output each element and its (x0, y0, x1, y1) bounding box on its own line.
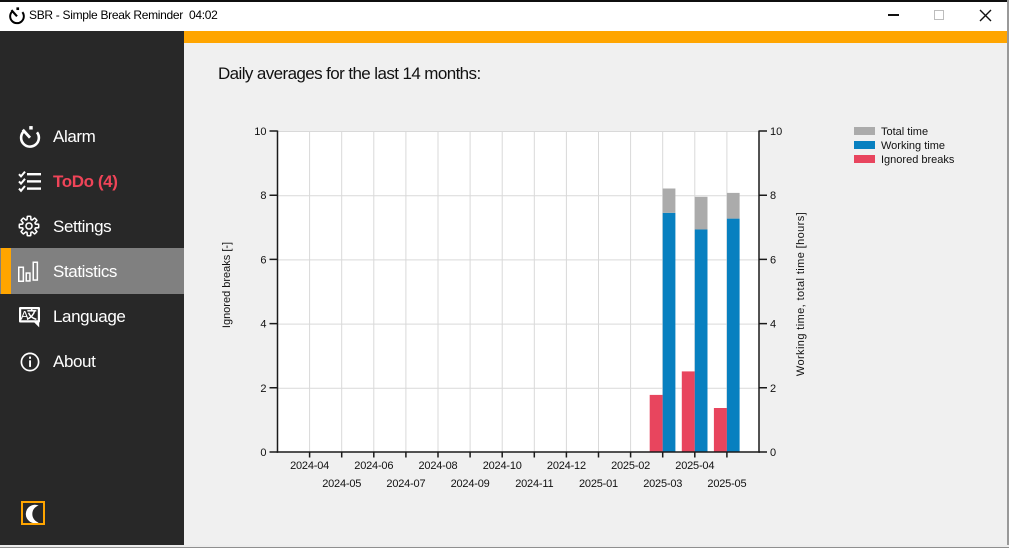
svg-text:8: 8 (260, 190, 266, 202)
svg-text:10: 10 (770, 126, 782, 138)
svg-text:8: 8 (770, 190, 776, 202)
svg-text:2024-04: 2024-04 (290, 460, 329, 472)
svg-text:2: 2 (260, 383, 266, 395)
svg-text:Ignored breaks [-]: Ignored breaks [-] (221, 242, 233, 328)
svg-text:2025-02: 2025-02 (611, 460, 650, 472)
svg-text:2024-08: 2024-08 (419, 460, 458, 472)
svg-text:2024-10: 2024-10 (483, 460, 522, 472)
svg-text:2024-06: 2024-06 (354, 460, 393, 472)
svg-text:2: 2 (770, 383, 776, 395)
svg-text:Working time, total time [hour: Working time, total time [hours] (795, 212, 807, 376)
svg-text:2024-05: 2024-05 (322, 478, 361, 490)
svg-text:0: 0 (260, 447, 266, 459)
svg-text:2024-12: 2024-12 (547, 460, 586, 472)
svg-text:10: 10 (254, 126, 266, 138)
svg-text:4: 4 (260, 319, 266, 331)
svg-text:2025-04: 2025-04 (675, 460, 714, 472)
svg-text:0: 0 (770, 447, 776, 459)
svg-text:4: 4 (770, 319, 776, 331)
svg-text:2025-01: 2025-01 (579, 478, 618, 490)
svg-text:2024-07: 2024-07 (386, 478, 425, 490)
svg-text:2025-03: 2025-03 (643, 478, 682, 490)
svg-text:A: A (21, 309, 29, 323)
svg-text:6: 6 (770, 254, 776, 266)
svg-text:2025-05: 2025-05 (707, 478, 746, 490)
svg-text:2024-09: 2024-09 (451, 478, 490, 490)
svg-text:6: 6 (260, 254, 266, 266)
svg-text:2024-11: 2024-11 (515, 478, 553, 490)
